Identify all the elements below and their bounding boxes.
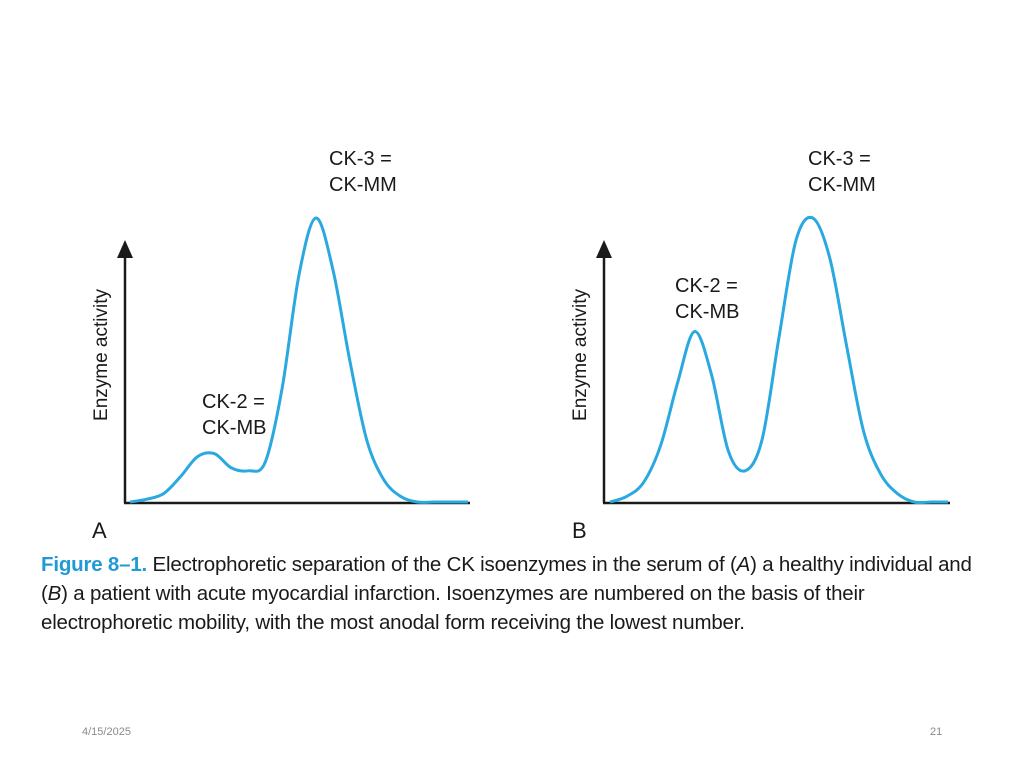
- figure-label: Figure 8–1.: [41, 553, 148, 576]
- caption-ref-a: A: [736, 553, 751, 576]
- caption-ref-b: B: [47, 582, 62, 605]
- slide-page-number: 21: [930, 726, 943, 738]
- panel-b-peak2-label-line2: CK-MM: [808, 174, 876, 196]
- caption-text-1: Electrophoretic separation of the CK iso…: [147, 553, 737, 576]
- panel-a-peak2-label-line1: CK-3 =: [329, 148, 392, 170]
- panel-a-peak1-label-line1: CK-2 =: [202, 391, 265, 413]
- panel-b-curve: [609, 215, 948, 505]
- panel-a-peak1-label-line2: CK-MB: [202, 417, 266, 439]
- panel-a-label: A: [92, 518, 107, 543]
- figure-caption: Figure 8–1. Electrophoretic separation o…: [41, 550, 1001, 637]
- panel-a: Enzyme activity CK-2 = CK-MB CK-3 = CK-M…: [91, 148, 470, 543]
- panel-b-peak1-label-line2: CK-MB: [675, 301, 739, 323]
- panel-b-peak1-label-line1: CK-2 =: [675, 275, 738, 297]
- panel-b-label: B: [572, 518, 587, 543]
- panel-b-y-axis-arrow-icon: [596, 240, 612, 258]
- panel-a-y-axis-arrow-icon: [117, 240, 133, 258]
- panel-a-peak2-label-line2: CK-MM: [329, 174, 397, 196]
- panel-b-peak2-label-line1: CK-3 =: [808, 148, 871, 170]
- panel-b: Enzyme activity CK-2 = CK-MB CK-3 = CK-M…: [570, 148, 950, 543]
- caption-text-3: ) a patient with acute myocardial infarc…: [41, 582, 865, 634]
- panel-a-ylabel: Enzyme activity: [91, 289, 112, 421]
- panel-b-ylabel: Enzyme activity: [570, 289, 591, 421]
- caption-text-2: ) a healthy individual and (: [41, 553, 972, 605]
- panel-a-curve: [129, 216, 468, 504]
- slide-date: 4/15/2025: [82, 726, 131, 738]
